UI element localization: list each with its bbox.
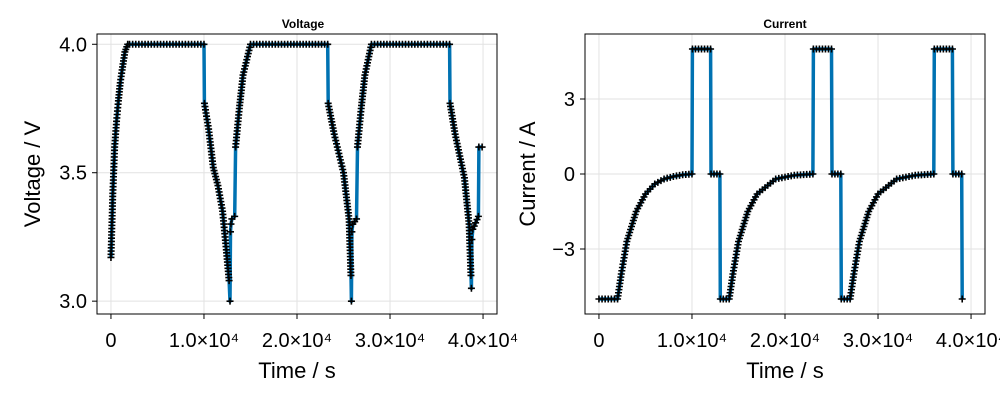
voltage-ylabel: Voltage / V: [20, 120, 45, 227]
voltage-marker: [353, 215, 361, 223]
voltage-marker: [478, 143, 486, 151]
voltage-marker: [446, 40, 454, 48]
current-ytick-label: 3: [564, 89, 575, 111]
voltage-xtick-label: 3.0×10⁴: [355, 330, 425, 352]
voltage-marker: [472, 219, 480, 227]
voltage-panel: Voltage 0 1.0×10⁴ 2.0×10⁴ 3.0×10⁴ 4.0×10⁴ 3.0…: [20, 17, 518, 383]
current-title: Current: [763, 17, 806, 31]
voltage-xtick-label: 4.0×10⁴: [448, 330, 518, 352]
voltage-marker: [324, 40, 332, 48]
current-marker: [958, 295, 966, 303]
current-xtick-label: 0: [593, 330, 604, 352]
voltage-marker: [200, 40, 208, 48]
voltage-marker: [227, 220, 235, 228]
current-marker: [707, 45, 715, 53]
current-ticks: 0 1.0×10⁴ 2.0×10⁴ 3.0×10⁴ 4.0×10⁴ −3 0 3: [552, 89, 1000, 352]
current-marker: [688, 170, 696, 178]
current-ytick-label: 0: [564, 164, 575, 186]
current-marker: [958, 170, 966, 178]
voltage-marker: [468, 236, 476, 244]
voltage-ytick-label: 3.5: [59, 163, 87, 185]
voltage-ytick-label: 4.0: [59, 34, 87, 56]
voltage-marker: [467, 271, 475, 279]
voltage-marker: [469, 225, 477, 233]
current-marker: [809, 170, 817, 178]
current-plot-frame: [584, 33, 986, 315]
voltage-marker: [226, 297, 234, 305]
voltage-marker: [347, 297, 355, 305]
voltage-ticks: 0 1.0×10⁴ 2.0×10⁴ 3.0×10⁴ 4.0×10⁴ 3.0 3.5 4.0: [59, 34, 518, 352]
voltage-marker: [226, 228, 234, 236]
current-marker: [716, 170, 724, 178]
voltage-xtick-label: 1.0×10⁴: [169, 330, 239, 352]
voltage-ytick-label: 3.0: [59, 291, 87, 313]
current-marker: [930, 170, 938, 178]
current-xtick-label: 1.0×10⁴: [657, 330, 727, 352]
voltage-marker: [473, 216, 481, 224]
voltage-marker: [467, 284, 475, 292]
voltage-plot-frame: [96, 33, 498, 315]
voltage-grid: [97, 34, 497, 314]
voltage-marker: [348, 228, 356, 236]
voltage-marker: [474, 212, 482, 220]
current-ylabel: Current / A: [515, 121, 540, 226]
voltage-xlabel: Time / s: [258, 358, 335, 383]
voltage-marker: [470, 222, 478, 230]
current-xlabel: Time / s: [746, 358, 823, 383]
voltage-xtick-label: 0: [105, 330, 116, 352]
current-marker: [948, 45, 956, 53]
current-xtick-label: 2.0×10⁴: [750, 330, 820, 352]
current-marker: [837, 170, 845, 178]
voltage-marker: [347, 271, 355, 279]
current-xtick-label: 3.0×10⁴: [843, 330, 913, 352]
voltage-xtick-label: 2.0×10⁴: [262, 330, 332, 352]
voltage-marker: [225, 277, 233, 285]
voltage-marker: [231, 212, 239, 220]
current-ytick-label: −3: [552, 239, 575, 261]
current-markers: [595, 45, 966, 303]
current-panel: Current 0 1.0×10⁴ 2.0×10⁴ 3.0×10⁴ 4.0×10⁴−30…: [515, 17, 1000, 383]
voltage-markers: [107, 40, 486, 305]
current-xtick-label: 4.0×10⁴: [936, 330, 1000, 352]
current-marker: [828, 45, 836, 53]
voltage-title: Voltage: [282, 17, 325, 31]
